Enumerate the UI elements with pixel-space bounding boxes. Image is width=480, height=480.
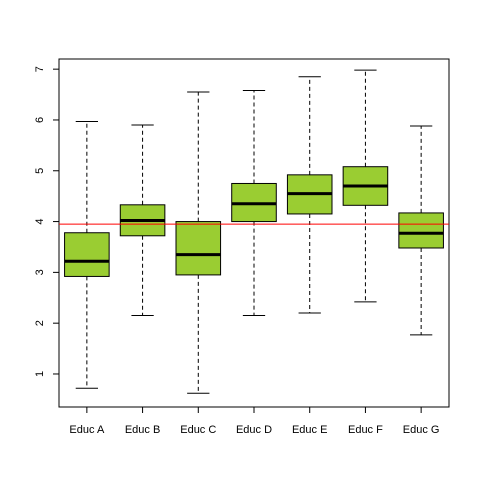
x-tick-label: Educ G — [403, 424, 440, 436]
y-axis: 1 2 3 4 5 6 7 — [34, 66, 59, 377]
box-educ-e — [286, 76, 333, 314]
x-tick-label: Educ E — [292, 424, 327, 436]
y-tick-label: 4 — [34, 219, 46, 225]
y-tick-label: 7 — [34, 66, 46, 72]
y-tick-label: 3 — [34, 269, 46, 275]
box-educ-c — [175, 91, 222, 394]
x-axis: Educ A Educ B Educ C Educ D Educ E Educ F Educ… — [69, 407, 439, 436]
y-tick-label: 2 — [34, 320, 46, 326]
box-iqr — [175, 221, 222, 276]
y-tick-label: 5 — [34, 168, 46, 174]
box-educ-a — [64, 120, 110, 389]
boxes — [64, 69, 444, 394]
box-iqr — [64, 232, 110, 277]
x-tick-label: Educ D — [236, 424, 272, 436]
x-tick-label: Educ C — [180, 424, 216, 436]
y-tick-label: 6 — [34, 117, 46, 123]
y-tick-label: 1 — [34, 371, 46, 377]
box-educ-b — [119, 124, 166, 317]
box-iqr — [398, 212, 444, 249]
x-tick-label: Educ B — [125, 424, 160, 436]
box-educ-d — [231, 89, 277, 317]
x-tick-label: Educ F — [348, 424, 383, 436]
box-educ-g — [398, 125, 444, 336]
x-tick-label: Educ A — [69, 424, 105, 436]
box-educ-f — [342, 69, 389, 303]
